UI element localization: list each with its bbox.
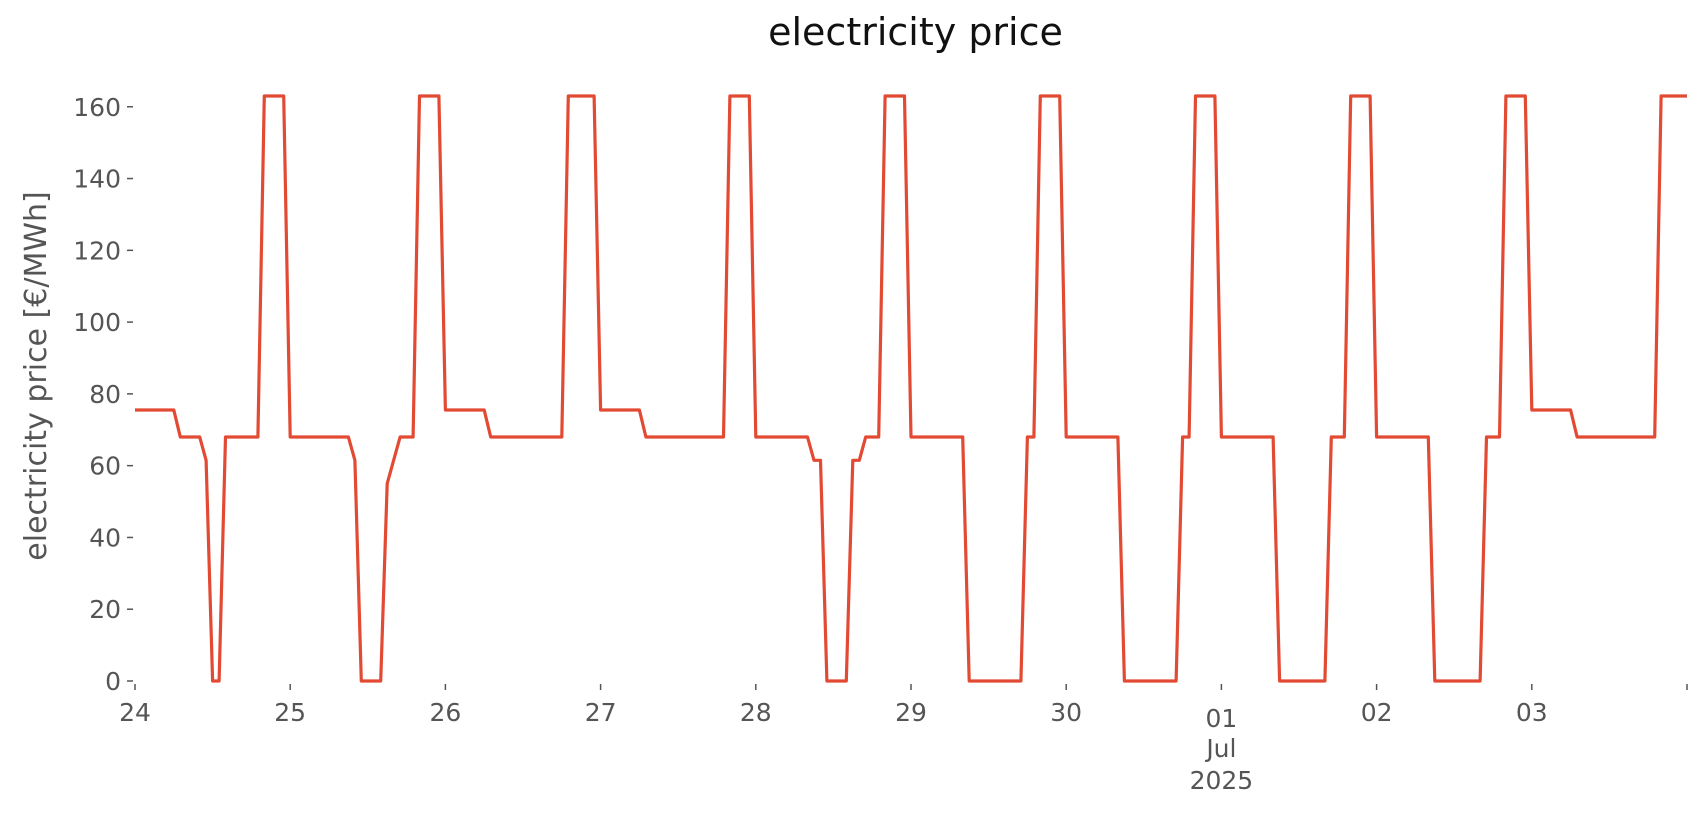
x-tick-label: 24 [119, 698, 151, 727]
y-tick-label: 140 [73, 165, 121, 194]
x-tick-label: 27 [585, 698, 617, 727]
x-tick-sublabel: Jul [1204, 734, 1236, 763]
x-tick-label: 25 [274, 698, 306, 727]
y-tick-label: 100 [73, 308, 121, 337]
x-tick-label: 30 [1050, 698, 1082, 727]
y-tick-label: 120 [73, 236, 121, 265]
y-axis: 0 20 40 60 80 100 120 140 160 [73, 93, 133, 696]
y-tick-label: 20 [89, 595, 121, 624]
y-tick-label: 60 [89, 452, 121, 481]
x-tick-label: 02 [1361, 698, 1393, 727]
x-tick-label: 29 [895, 698, 927, 727]
x-tick-label: 03 [1516, 698, 1548, 727]
y-axis-label: electricity price [€/MWh] [19, 191, 54, 560]
chart-title: electricity price [768, 10, 1063, 54]
x-tick-label: 01 [1205, 704, 1237, 733]
x-tick-label: 28 [740, 698, 772, 727]
y-tick-label: 0 [105, 667, 121, 696]
series-layer [135, 94, 1687, 683]
y-tick-label: 40 [89, 523, 121, 552]
x-tick-label: 26 [429, 698, 461, 727]
x-tick-sublabel: 2025 [1190, 766, 1254, 795]
y-tick-label: 160 [73, 93, 121, 122]
series-line [135, 94, 1687, 683]
y-tick-label: 80 [89, 380, 121, 409]
